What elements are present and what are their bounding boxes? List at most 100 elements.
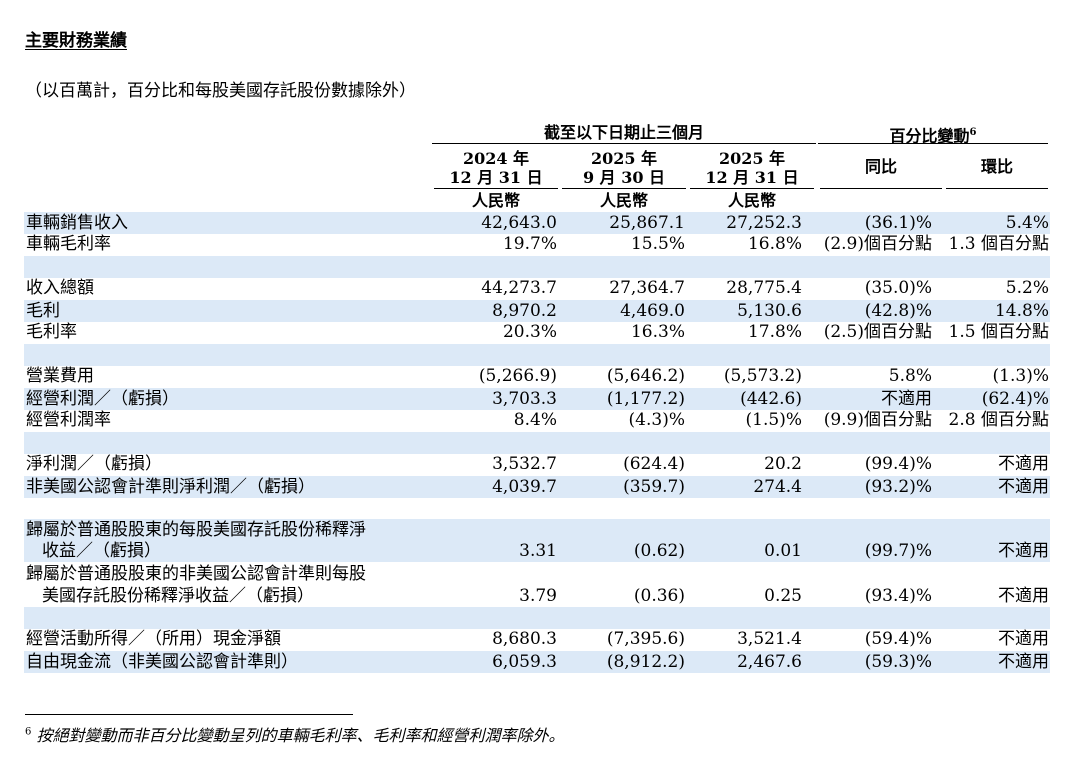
cell-2025-q3: (7,395.6): [606, 629, 685, 649]
row-label: 經營利潤／（虧損）: [26, 389, 179, 409]
cell-2025-q3: 16.3%: [630, 322, 685, 342]
cell-2025-q4: (1.5)%: [745, 410, 802, 430]
cell-2025-q4: 0.25: [764, 586, 802, 606]
row-label: 歸屬於普通股股東的每股美國存託股份稀釋淨: [26, 520, 366, 540]
cell-2025-q4: 20.2: [764, 454, 802, 474]
cell-yoy: 不適用: [881, 389, 932, 409]
row-label: 經營利潤率: [26, 410, 111, 430]
cell-qoq: 不適用: [998, 586, 1049, 606]
cell-2025-q3: (359.7): [623, 477, 685, 497]
row-label: 經營活動所得／（所用）現金淨額: [26, 629, 281, 649]
cell-2024-q4: 3.31: [519, 541, 557, 561]
row-label: 收入總額: [26, 278, 94, 298]
cell-2024-q4: 4,039.7: [492, 477, 557, 497]
units-note: （以百萬計，百分比和每股美國存託股份數據除外）: [25, 81, 416, 101]
row-label-continued: 收益／（虧損）: [42, 541, 161, 561]
period-group-header: 截至以下日期止三個月: [543, 123, 704, 142]
cell-2024-q4: 3,532.7: [492, 454, 557, 474]
cell-2025-q4: 17.8%: [747, 322, 802, 342]
currency-label-1: 人民幣: [471, 191, 520, 210]
cell-qoq: 不適用: [998, 629, 1049, 649]
cell-yoy: (42.8)%: [864, 301, 932, 321]
cell-qoq: 14.8%: [994, 301, 1049, 321]
cell-2025-q3: (0.62): [633, 541, 685, 561]
cell-qoq: 不適用: [998, 652, 1049, 672]
cell-2025-q4: 3,521.4: [737, 629, 802, 649]
cell-2025-q3: (5,646.2): [606, 366, 685, 386]
cell-2025-q4: 27,252.3: [726, 213, 802, 233]
cell-qoq: 5.2%: [1005, 278, 1049, 298]
currency-label-2: 人民幣: [599, 191, 648, 210]
cell-qoq: 不適用: [998, 477, 1049, 497]
cell-2025-q3: (8,912.2): [606, 652, 685, 672]
row-label: 淨利潤／（虧損）: [26, 454, 162, 474]
qoq-header: 環比: [980, 157, 1013, 176]
cell-2024-q4: 3,703.3: [492, 389, 557, 409]
cell-qoq: 1.5 個百分點: [948, 322, 1049, 342]
cell-qoq: 不適用: [998, 454, 1049, 474]
cell-2024-q4: 8.4%: [513, 410, 557, 430]
cell-2024-q4: 6,059.3: [492, 652, 557, 672]
cell-2025-q4: 5,130.6: [737, 301, 802, 321]
footnote-mark: 6: [25, 726, 32, 738]
footnote-divider: [25, 714, 353, 715]
cell-qoq: (62.4)%: [981, 389, 1049, 409]
cell-yoy: (99.4)%: [864, 454, 932, 474]
cell-2024-q4: 20.3%: [502, 322, 557, 342]
cell-2025-q4: 16.8%: [747, 234, 802, 254]
cell-yoy: (2.5)個百分點: [823, 322, 932, 342]
row-label-continued: 美國存託股份稀釋淨收益／（虧損）: [42, 586, 314, 606]
cell-2025-q3: 25,867.1: [609, 213, 685, 233]
cell-2024-q4: 19.7%: [502, 234, 557, 254]
cell-2025-q4: 274.4: [753, 477, 802, 497]
row-label: 車輛毛利率: [26, 234, 111, 254]
cell-qoq: 5.4%: [1005, 213, 1049, 233]
cell-2025-q4: (5,573.2): [723, 366, 802, 386]
row-label: 自由現金流（非美國公認會計準則）: [26, 652, 298, 672]
cell-2024-q4: (5,266.9): [478, 366, 557, 386]
cell-2025-q3: 4,469.0: [620, 301, 685, 321]
cell-qoq: (1.3)%: [992, 366, 1049, 386]
row-label: 車輛銷售收入: [26, 213, 128, 233]
cell-yoy: (59.4)%: [864, 629, 932, 649]
cell-qoq: 1.3 個百分點: [948, 234, 1049, 254]
cell-2024-q4: 8,680.3: [492, 629, 557, 649]
footnote-ref: 6: [969, 127, 977, 138]
col-header-2025-12-31: 2025 年 12 月 31 日: [705, 149, 799, 187]
cell-yoy: (2.9)個百分點: [823, 234, 932, 254]
cell-yoy: (9.9)個百分點: [823, 410, 932, 430]
cell-2025-q4: 28,775.4: [726, 278, 802, 298]
cell-yoy: (99.7)%: [864, 541, 932, 561]
cell-qoq: 2.8 個百分點: [948, 410, 1049, 430]
cell-2025-q4: (442.6): [740, 389, 802, 409]
col-header-2025-09-30: 2025 年 9 月 30 日: [582, 149, 666, 187]
cell-2025-q3: (624.4): [623, 454, 685, 474]
row-label: 營業費用: [26, 366, 94, 386]
yoy-header: 同比: [864, 157, 897, 176]
row-label: 非美國公認會計準則淨利潤／（虧損）: [26, 477, 315, 497]
cell-2025-q3: 27,364.7: [609, 278, 685, 298]
cell-2025-q3: (4.3)%: [628, 410, 685, 430]
cell-yoy: (93.2)%: [864, 477, 932, 497]
footnote-text: 按絕對變動而非百分比變動呈列的車輛毛利率、毛利率和經營利潤率除外。: [36, 726, 565, 745]
change-group-header: 百分比變動6: [889, 126, 977, 146]
cell-yoy: (35.0)%: [864, 278, 932, 298]
row-label: 歸屬於普通股股東的非美國公認會計準則每股: [26, 564, 366, 584]
cell-qoq: 不適用: [998, 541, 1049, 561]
cell-yoy: (59.3)%: [864, 652, 932, 672]
cell-2024-q4: 44,273.7: [481, 278, 557, 298]
cell-2025-q4: 2,467.6: [737, 652, 802, 672]
cell-2024-q4: 3.79: [519, 586, 557, 606]
cell-2024-q4: 42,643.0: [481, 213, 557, 233]
cell-2025-q3: (0.36): [633, 586, 685, 606]
cell-2025-q4: 0.01: [764, 541, 802, 561]
row-label: 毛利: [26, 301, 60, 321]
row-label: 毛利率: [26, 322, 77, 342]
cell-yoy: 5.8%: [888, 366, 932, 386]
cell-yoy: (93.4)%: [864, 586, 932, 606]
page-title: 主要財務業績: [25, 31, 127, 51]
cell-2024-q4: 8,970.2: [492, 301, 557, 321]
cell-yoy: (36.1)%: [864, 213, 932, 233]
cell-2025-q3: (1,177.2): [606, 389, 685, 409]
currency-label-3: 人民幣: [727, 191, 776, 210]
